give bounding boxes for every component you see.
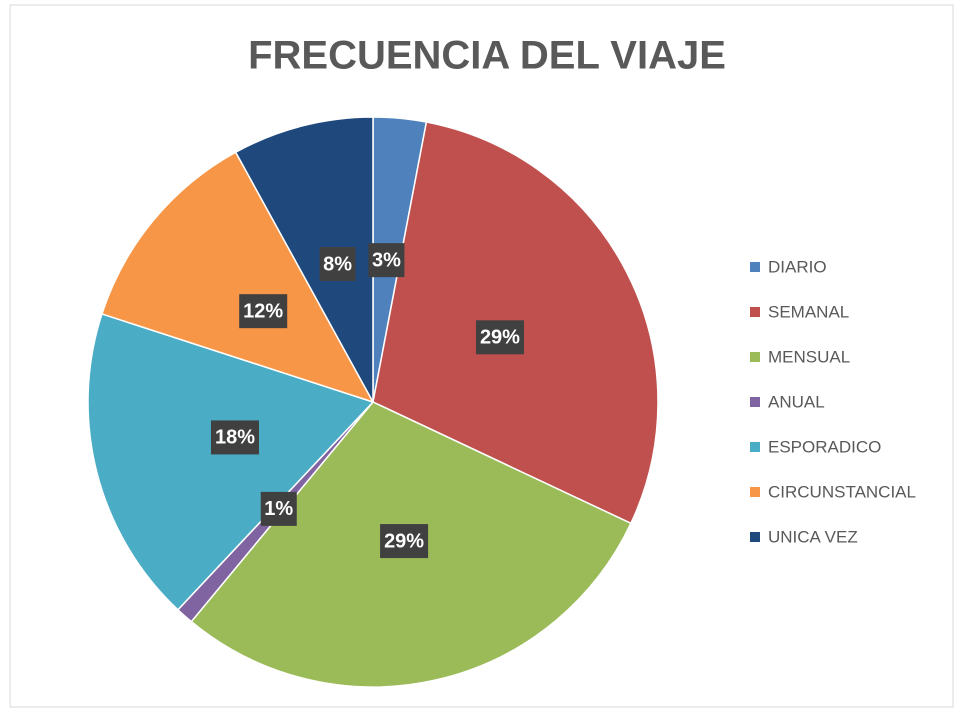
- data-label-box: [368, 243, 405, 278]
- legend-swatch: [750, 532, 760, 542]
- data-label-box: [210, 420, 259, 455]
- data-label: 3%: [372, 249, 401, 271]
- legend-swatch: [750, 307, 760, 317]
- legend-swatch: [750, 397, 760, 407]
- pie-slice: [234, 116, 374, 403]
- legend-label: ANUAL: [768, 392, 825, 411]
- data-label: 29%: [384, 530, 424, 552]
- legend-label: ESPORADICO: [768, 437, 881, 456]
- data-label-box: [380, 524, 429, 559]
- legend-swatch: [750, 442, 760, 452]
- legend-label: UNICA VEZ: [768, 527, 858, 546]
- legend-swatch: [750, 262, 760, 272]
- pie-slice: [101, 151, 375, 404]
- legend-swatch: [750, 352, 760, 362]
- chart-title: FRECUENCIA DEL VIAJE: [248, 34, 726, 78]
- legend-label: MENSUAL: [768, 347, 850, 366]
- data-label: 18%: [215, 427, 255, 449]
- data-label-box: [475, 320, 524, 355]
- data-label-box: [239, 294, 288, 329]
- pie-slice: [87, 312, 375, 611]
- legend-label: CIRCUNSTANCIAL: [768, 482, 916, 501]
- data-label: 12%: [243, 300, 283, 322]
- data-label: 29%: [480, 327, 520, 349]
- data-label: 1%: [264, 498, 293, 520]
- legend-label: SEMANAL: [768, 302, 849, 321]
- legend-label: DIARIO: [768, 257, 827, 276]
- data-label-box: [319, 246, 356, 281]
- legend-swatch: [750, 487, 760, 497]
- data-label: 8%: [323, 253, 352, 275]
- data-label-box: [260, 491, 297, 526]
